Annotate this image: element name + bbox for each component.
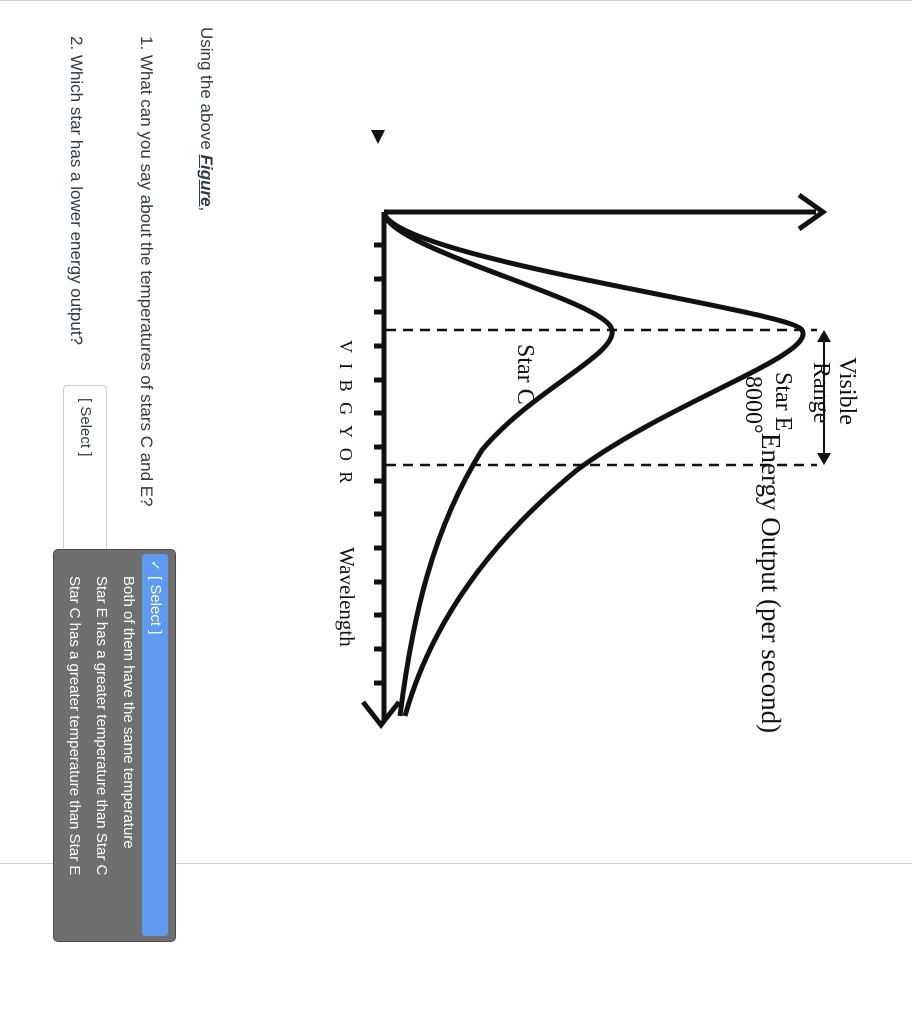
wavelength-axis-arrowhead [361,700,401,730]
visible-range-label-2: Range [808,362,834,423]
spectrum-letters: V I B G Y O R [336,340,356,486]
wavelength-axis-label: Wavelength [335,547,359,647]
star-c-label: Star C [512,344,538,405]
dropdown-option-star-c-greater[interactable]: Star C has a greater temperature than St… [66,576,83,876]
bottom-divider [0,863,912,864]
dropdown-option-same-temperature[interactable]: Both of them have the same temperature [120,576,137,849]
collapse-arrow-icon[interactable] [371,130,385,144]
axis-ticks [374,242,384,686]
intro-suffix: , [197,206,216,212]
question-1-text: 1. What can you say about the temperatur… [137,36,156,507]
dropdown-option-star-e-greater[interactable]: Star E has a greater temperature than St… [93,576,110,876]
visible-range-label-1: Visible [834,357,860,425]
question-1-dropdown-menu: ✓[ Select ] Both of them have the same t… [53,549,176,942]
figure-link[interactable]: Figure [197,154,216,207]
dropdown-option-select[interactable]: ✓[ Select ] [142,554,168,936]
energy-axis-label: Energy Output (per second) [756,433,786,733]
intro-line: Using the above Figure, [196,27,216,211]
top-divider [0,0,912,1]
energy-axis-arrowhead [797,192,828,232]
star-e-temperature: 8000° [740,376,766,434]
star-e-label: Star E [770,372,796,431]
star-e-curve [381,211,806,717]
check-icon: ✓ [148,560,163,571]
intro-text: Using the above [197,27,216,155]
question-2-text: 2. Which star has a lower energy output? [67,36,86,345]
question-2-select-value: [ Select ] [77,398,94,457]
star-c-curve [381,212,615,717]
